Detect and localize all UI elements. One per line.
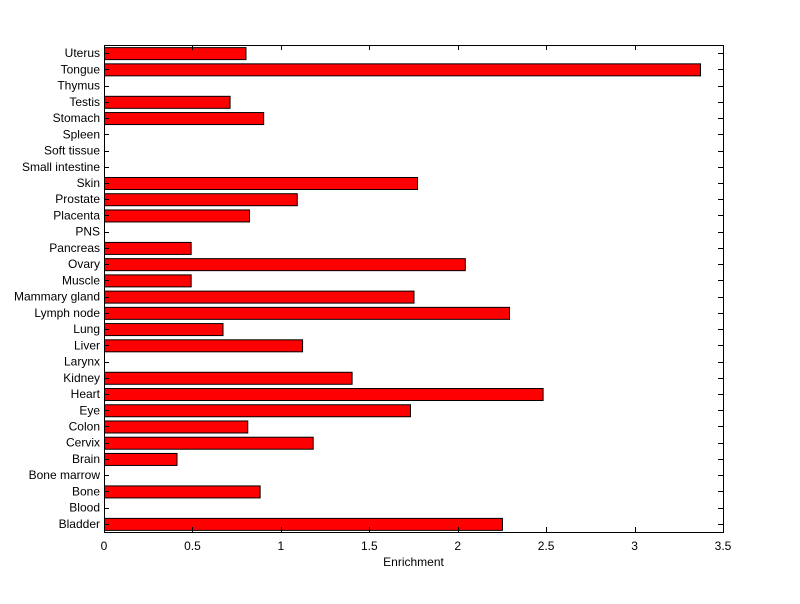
bar-ovary bbox=[104, 258, 466, 272]
y-tick-label: Blood bbox=[69, 501, 100, 515]
x-tick-label: 0.5 bbox=[184, 539, 201, 553]
bar-mammary-gland bbox=[104, 290, 415, 304]
y-tick-label: Thymus bbox=[57, 79, 100, 93]
bar-pancreas bbox=[104, 241, 192, 255]
bar-heart bbox=[104, 388, 544, 402]
bar-bladder bbox=[104, 517, 503, 531]
y-tick-label: Eye bbox=[79, 403, 100, 417]
y-tick-label: Ovary bbox=[68, 257, 100, 271]
x-tick-label: 1 bbox=[278, 539, 285, 553]
y-tick-label: Liver bbox=[74, 338, 100, 352]
x-tick-label: 1.5 bbox=[361, 539, 378, 553]
bar-stomach bbox=[104, 112, 265, 126]
bar-eye bbox=[104, 404, 411, 418]
x-tick-label: 2 bbox=[454, 539, 461, 553]
y-tick-label: Pancreas bbox=[49, 241, 100, 255]
x-tick-label: 3.5 bbox=[715, 539, 732, 553]
y-tick-label: Larynx bbox=[64, 355, 100, 369]
y-tick-label: Spleen bbox=[63, 127, 100, 141]
y-tick-label: Heart bbox=[71, 387, 101, 401]
y-tick-label: Mammary gland bbox=[14, 290, 100, 304]
bar-placenta bbox=[104, 209, 251, 223]
y-tick-label: Colon bbox=[69, 419, 100, 433]
bar-prostate bbox=[104, 193, 298, 207]
y-tick-label: Uterus bbox=[65, 46, 100, 60]
bar-tongue bbox=[104, 63, 702, 77]
bar-kidney bbox=[104, 371, 353, 385]
bar-cervix bbox=[104, 436, 314, 450]
y-tick-label: Prostate bbox=[55, 192, 100, 206]
y-tick-label: Tongue bbox=[61, 62, 101, 76]
bar-muscle bbox=[104, 274, 192, 288]
y-tick-label: Stomach bbox=[53, 111, 100, 125]
bar-lung bbox=[104, 323, 224, 337]
x-tick-label: 2.5 bbox=[538, 539, 555, 553]
y-tick-label: Small intestine bbox=[22, 160, 100, 174]
y-tick-label: Placenta bbox=[53, 208, 100, 222]
bar-uterus bbox=[104, 47, 247, 61]
plot-area-frame bbox=[104, 45, 724, 533]
bar-testis bbox=[104, 95, 231, 109]
y-tick-label: Bone marrow bbox=[29, 468, 101, 482]
bars-group bbox=[104, 47, 702, 531]
y-tick-label: Cervix bbox=[66, 436, 100, 450]
y-tick-label: Lung bbox=[73, 322, 100, 336]
bar-liver bbox=[104, 339, 304, 353]
bar-bone bbox=[104, 485, 261, 499]
y-tick-label: Brain bbox=[72, 452, 100, 466]
y-tick-label: Bladder bbox=[59, 517, 100, 531]
y-tick-label: Kidney bbox=[63, 371, 100, 385]
y-tick-label: PNS bbox=[75, 225, 100, 239]
bar-skin bbox=[104, 176, 419, 190]
y-tick-label: Muscle bbox=[62, 273, 100, 287]
y-tick-label: Lymph node bbox=[34, 306, 100, 320]
y-tick-label: Testis bbox=[69, 95, 100, 109]
x-axis-label: Enrichment bbox=[383, 555, 444, 569]
y-tick-label: Soft tissue bbox=[44, 144, 100, 158]
x-tick-label: 0 bbox=[101, 539, 108, 553]
y-tick-label: Skin bbox=[77, 176, 100, 190]
y-tick-label: Bone bbox=[72, 484, 100, 498]
ticks-group bbox=[104, 45, 724, 532]
bar-brain bbox=[104, 452, 178, 466]
labels-group: Bladder Blood Bone Bone marrow Brain Cervix Co… bbox=[14, 46, 732, 553]
bar-lymph-node bbox=[104, 306, 511, 320]
x-tick-label: 3 bbox=[631, 539, 638, 553]
bar-colon bbox=[104, 420, 249, 434]
